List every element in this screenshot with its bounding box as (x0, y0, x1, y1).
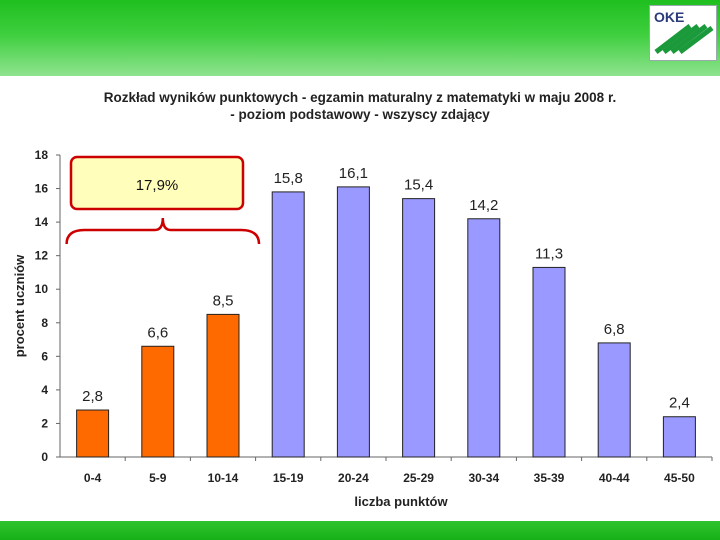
bar (76, 409, 110, 458)
bar (336, 186, 370, 458)
x-tick-label: 35-39 (534, 471, 565, 485)
data-label: 15,4 (404, 177, 433, 194)
footer-band (0, 521, 720, 540)
bar (141, 345, 175, 458)
bar (402, 198, 436, 458)
data-label: 11,3 (535, 245, 563, 262)
y-tick-label: 16 (35, 182, 49, 196)
data-label: 14,2 (469, 197, 498, 214)
x-tick-label: 40-44 (599, 471, 630, 485)
y-tick-label: 12 (35, 249, 49, 263)
x-tick-label: 20-24 (338, 471, 369, 485)
data-label: 6,6 (147, 324, 168, 341)
annotation-label: 17,9% (136, 177, 179, 194)
y-axis-title: procent uczniów (12, 254, 27, 357)
data-label: 6,8 (604, 321, 625, 338)
y-tick-label: 0 (41, 450, 48, 464)
chart-title-line1: Rozkład wyników punktowych - egzamin mat… (103, 90, 617, 105)
bar (597, 342, 631, 458)
x-tick-label: 15-19 (273, 471, 304, 485)
y-tick-label: 14 (35, 215, 49, 229)
header-band (0, 0, 720, 76)
y-tick-label: 18 (35, 148, 49, 162)
chart-title: Rozkład wyników punktowych - egzamin mat… (40, 89, 680, 123)
oke-logo: OKE (649, 5, 717, 61)
bar (206, 313, 240, 458)
bar (662, 416, 696, 458)
bar (271, 191, 305, 458)
y-tick-label: 4 (41, 383, 48, 397)
data-label: 15,8 (274, 170, 303, 187)
y-tick-label: 6 (41, 349, 48, 363)
x-axis-title: liczba punktów (354, 494, 448, 509)
bar (532, 266, 566, 458)
y-tick-label: 2 (41, 416, 48, 430)
data-label: 8,5 (213, 292, 234, 309)
y-tick-label: 10 (35, 282, 49, 296)
logo-text: OKE (654, 9, 684, 25)
data-label: 16,1 (339, 165, 368, 182)
x-tick-label: 45-50 (664, 471, 695, 485)
x-tick-label: 25-29 (403, 471, 434, 485)
chart-title-line2: - poziom podstawowy - wszyscy zdający (230, 107, 490, 122)
x-tick-label: 30-34 (468, 471, 499, 485)
data-label: 2,8 (82, 388, 103, 405)
annotation-brace (65, 217, 261, 245)
x-tick-label: 5-9 (149, 471, 167, 485)
bar (467, 218, 501, 458)
y-tick-label: 8 (41, 316, 48, 330)
x-tick-label: 10-14 (208, 471, 239, 485)
oke-logo-icon: OKE (654, 9, 714, 54)
x-tick-label: 0-4 (84, 471, 102, 485)
data-label: 2,4 (669, 395, 690, 412)
annotation-box (69, 155, 245, 211)
